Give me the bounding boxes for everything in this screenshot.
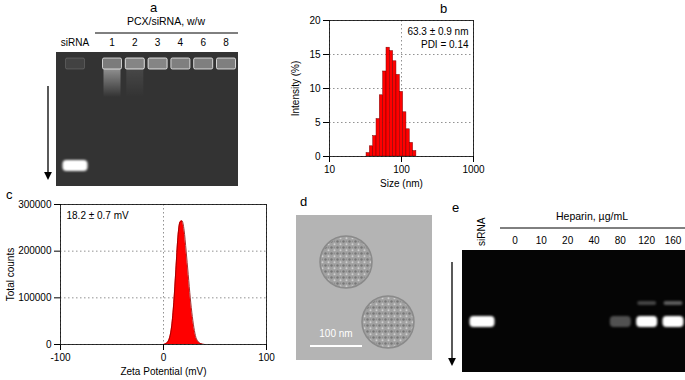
svg-text:80: 80 <box>615 235 627 246</box>
svg-text:siRNA: siRNA <box>61 37 90 48</box>
svg-text:6: 6 <box>200 37 206 48</box>
svg-text:Total counts: Total counts <box>5 248 16 301</box>
svg-text:1000: 1000 <box>462 164 485 175</box>
svg-text:18.2 ± 0.7 mV: 18.2 ± 0.7 mV <box>67 210 130 221</box>
svg-text:100: 100 <box>393 164 410 175</box>
svg-text:10: 10 <box>309 83 321 94</box>
svg-text:Intensity (%): Intensity (%) <box>290 61 301 117</box>
svg-text:-100: -100 <box>50 352 70 363</box>
svg-text:100000: 100000 <box>18 292 52 303</box>
svg-text:15: 15 <box>309 49 321 60</box>
svg-text:2: 2 <box>132 37 138 48</box>
svg-text:8: 8 <box>223 37 229 48</box>
svg-text:20: 20 <box>309 15 321 26</box>
svg-text:0: 0 <box>315 151 321 162</box>
svg-text:40: 40 <box>588 235 600 246</box>
svg-text:200000: 200000 <box>18 245 52 256</box>
svg-text:10: 10 <box>536 235 548 246</box>
svg-text:Heparin, µg/mL: Heparin, µg/mL <box>556 210 628 222</box>
svg-text:10: 10 <box>324 164 336 175</box>
svg-text:3: 3 <box>155 37 161 48</box>
svg-text:0: 0 <box>512 235 518 246</box>
svg-text:0: 0 <box>46 339 52 350</box>
svg-text:Size (nm): Size (nm) <box>380 178 423 189</box>
svg-text:4: 4 <box>178 37 184 48</box>
svg-text:b: b <box>440 1 447 16</box>
svg-text:20: 20 <box>562 235 574 246</box>
svg-text:1: 1 <box>109 37 115 48</box>
svg-text:160: 160 <box>665 235 682 246</box>
svg-text:0: 0 <box>161 352 167 363</box>
svg-text:63.3 ± 0.9 nmPDI = 0.14: 63.3 ± 0.9 nmPDI = 0.14 <box>407 26 469 50</box>
svg-text:e: e <box>452 200 459 215</box>
svg-text:c: c <box>6 187 13 202</box>
svg-text:120: 120 <box>638 235 655 246</box>
svg-text:siRNA: siRNA <box>476 217 487 246</box>
svg-text:300000: 300000 <box>18 199 52 210</box>
svg-text:100: 100 <box>258 352 275 363</box>
svg-text:Zeta Potential (mV): Zeta Potential (mV) <box>120 366 206 377</box>
svg-text:100 nm: 100 nm <box>319 328 352 339</box>
svg-text:5: 5 <box>315 117 321 128</box>
svg-text:PCX/siRNA, w/w: PCX/siRNA, w/w <box>127 15 206 27</box>
svg-text:d: d <box>300 194 307 209</box>
svg-text:a: a <box>150 0 158 15</box>
